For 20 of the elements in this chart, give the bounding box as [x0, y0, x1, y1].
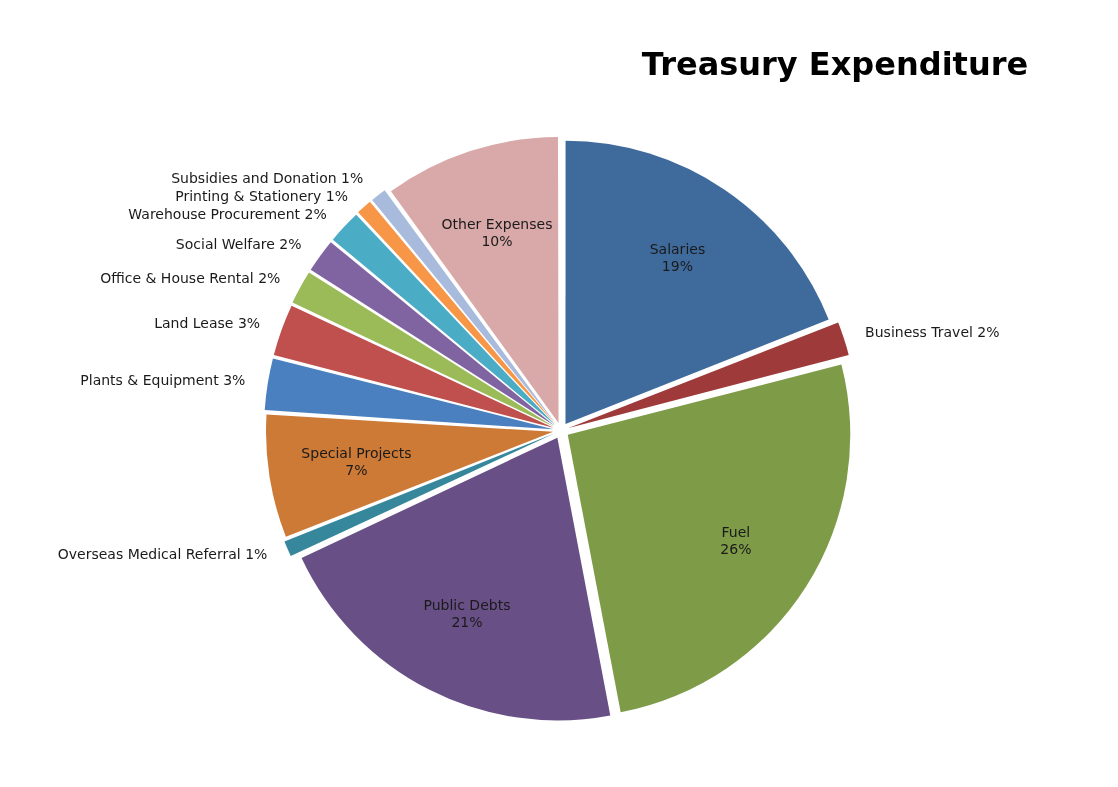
slice-label: Warehouse Procurement 2%: [128, 205, 327, 222]
slice-label: Office & House Rental 2%: [100, 269, 281, 286]
slice-label: Business Travel 2%: [865, 323, 1000, 340]
slice-label: Overseas Medical Referral 1%: [57, 546, 268, 563]
slice-label: Land Lease 3%: [154, 314, 261, 331]
slice-label: Subsidies and Donation 1%: [171, 169, 364, 186]
slice-label: Other Expenses: [441, 215, 553, 232]
slice-label: Fuel: [721, 523, 751, 540]
slice-label: Plants & Equipment 3%: [80, 371, 246, 388]
slice-label: Printing & Stationery 1%: [175, 187, 349, 204]
chart-title: Treasury Expenditure: [640, 45, 1030, 83]
slice-label: Salaries: [649, 241, 706, 258]
slice-label: Public Debts: [423, 597, 511, 614]
slice-label: Social Welfare 2%: [175, 236, 302, 253]
data-label: 21%: [451, 614, 483, 631]
data-label: 7%: [345, 462, 368, 479]
data-label: 10%: [481, 232, 513, 249]
data-label: 26%: [720, 540, 752, 557]
slice-label: Special Projects: [301, 445, 412, 462]
data-label: 19%: [661, 258, 693, 275]
